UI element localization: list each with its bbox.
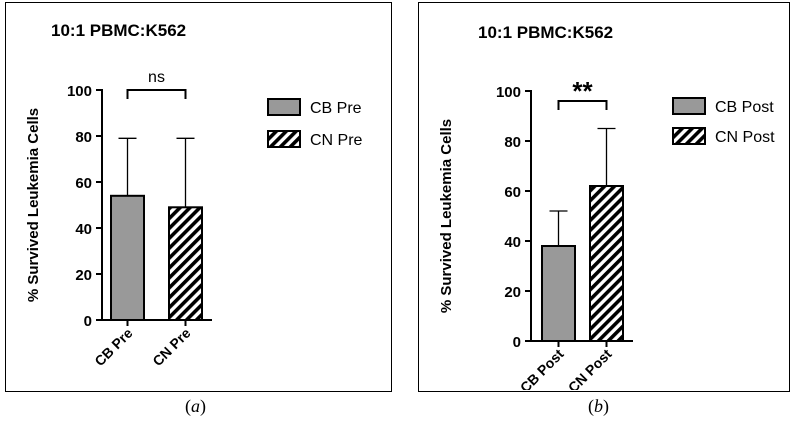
legend-swatch (672, 97, 706, 115)
y-tick-label: 20 (75, 267, 92, 284)
y-tick-label: 0 (513, 334, 521, 351)
y-tick-label: 40 (504, 234, 521, 251)
y-axis-label: % Survived Leukemia Cells (438, 119, 455, 313)
significance-bracket (126, 89, 187, 99)
bar-cb-post (541, 245, 576, 342)
y-tick-label: 80 (75, 129, 92, 146)
chart-panel-a: 10:1 PBMC:K562 % Survived Leukemia Cells 0… (5, 2, 392, 392)
y-tick-label: 40 (75, 221, 92, 238)
y-tick-label: 0 (84, 313, 92, 330)
x-tick-label: CB Post (517, 346, 567, 390)
bar-cn-pre (168, 206, 203, 321)
legend-label: CN Pre (310, 132, 363, 149)
x-tick-label: CB Pre (91, 325, 135, 369)
bar-cb-pre (110, 194, 145, 321)
y-tick-label: 20 (504, 284, 521, 301)
chart-panel-b: 10:1 PBMC:K562 % Survived Leukemia Cells 0… (418, 2, 790, 396)
significance-label: ** (572, 76, 593, 106)
y-tick-label: 60 (504, 184, 521, 201)
legend-label: CN Post (715, 129, 775, 146)
y-axis-label: % Survived Leukemia Cells (25, 108, 42, 302)
bar-chart-b: 10:1 PBMC:K562 % Survived Leukemia Cells 0… (438, 23, 775, 396)
x-tick-label: CN Post (565, 346, 615, 390)
x-tick-label: CN Pre (149, 325, 193, 369)
legend-label: CB Pre (310, 100, 362, 117)
legend-swatch (267, 130, 301, 148)
significance-bracket (557, 100, 608, 110)
chart-title: 10:1 PBMC:K562 (478, 23, 613, 42)
legend-label: CB Post (715, 99, 774, 116)
y-tick-label: 100 (496, 84, 521, 101)
caption-a: (a) (185, 396, 206, 416)
bar-cn-post (589, 185, 624, 342)
caption-b: (b) (588, 396, 609, 416)
significance-label: ns (148, 69, 165, 86)
y-tick-label: 60 (75, 175, 92, 192)
chart-title: 10:1 PBMC:K562 (51, 21, 186, 40)
y-tick-label: 80 (504, 134, 521, 151)
bar-chart-a: 10:1 PBMC:K562 % Survived Leukemia Cells 0… (25, 21, 363, 369)
y-tick-label: 100 (67, 83, 92, 100)
legend-swatch (267, 98, 301, 116)
legend-swatch (672, 127, 706, 145)
